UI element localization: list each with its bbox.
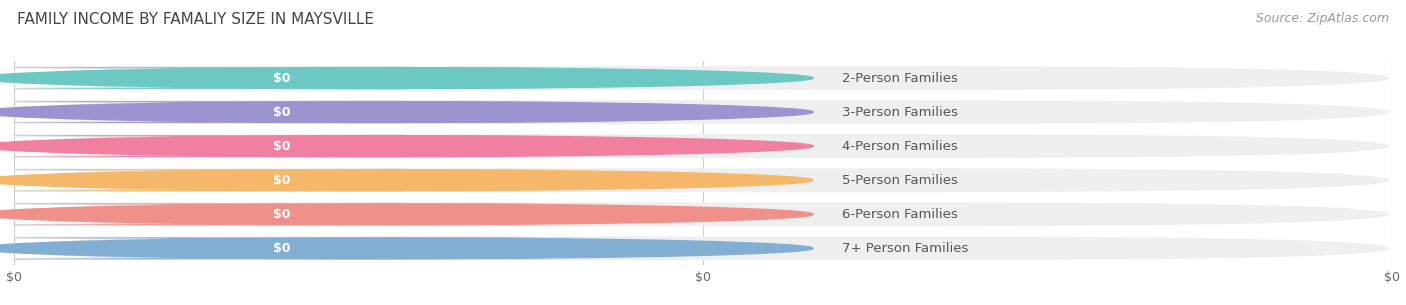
- FancyBboxPatch shape: [0, 135, 638, 157]
- Text: 7+ Person Families: 7+ Person Families: [842, 242, 969, 255]
- Text: $0: $0: [273, 174, 290, 187]
- Text: $0: $0: [273, 242, 290, 255]
- Circle shape: [0, 204, 813, 224]
- Circle shape: [0, 68, 813, 88]
- FancyBboxPatch shape: [0, 101, 405, 123]
- FancyBboxPatch shape: [0, 135, 405, 157]
- FancyBboxPatch shape: [17, 236, 1389, 260]
- FancyBboxPatch shape: [0, 67, 405, 89]
- Text: $0: $0: [273, 72, 290, 84]
- Text: FAMILY INCOME BY FAMALIY SIZE IN MAYSVILLE: FAMILY INCOME BY FAMALIY SIZE IN MAYSVIL…: [17, 12, 374, 27]
- Text: $0: $0: [273, 106, 290, 119]
- Text: 6-Person Families: 6-Person Families: [842, 208, 957, 221]
- Text: 2-Person Families: 2-Person Families: [842, 72, 957, 84]
- FancyBboxPatch shape: [17, 202, 1389, 226]
- Text: $0: $0: [273, 208, 290, 221]
- FancyBboxPatch shape: [0, 237, 638, 259]
- FancyBboxPatch shape: [0, 203, 405, 225]
- FancyBboxPatch shape: [0, 169, 405, 191]
- FancyBboxPatch shape: [0, 203, 638, 225]
- Circle shape: [0, 102, 813, 122]
- FancyBboxPatch shape: [17, 134, 1389, 158]
- Circle shape: [0, 136, 813, 156]
- FancyBboxPatch shape: [0, 101, 638, 123]
- FancyBboxPatch shape: [0, 169, 638, 191]
- Text: Source: ZipAtlas.com: Source: ZipAtlas.com: [1256, 12, 1389, 25]
- Text: 5-Person Families: 5-Person Families: [842, 174, 957, 187]
- FancyBboxPatch shape: [0, 67, 638, 89]
- Circle shape: [0, 238, 813, 259]
- Circle shape: [0, 170, 813, 191]
- FancyBboxPatch shape: [17, 168, 1389, 192]
- FancyBboxPatch shape: [17, 66, 1389, 90]
- Text: $0: $0: [273, 140, 290, 152]
- FancyBboxPatch shape: [17, 100, 1389, 124]
- FancyBboxPatch shape: [0, 237, 405, 259]
- Text: 3-Person Families: 3-Person Families: [842, 106, 957, 119]
- Text: 4-Person Families: 4-Person Families: [842, 140, 957, 152]
